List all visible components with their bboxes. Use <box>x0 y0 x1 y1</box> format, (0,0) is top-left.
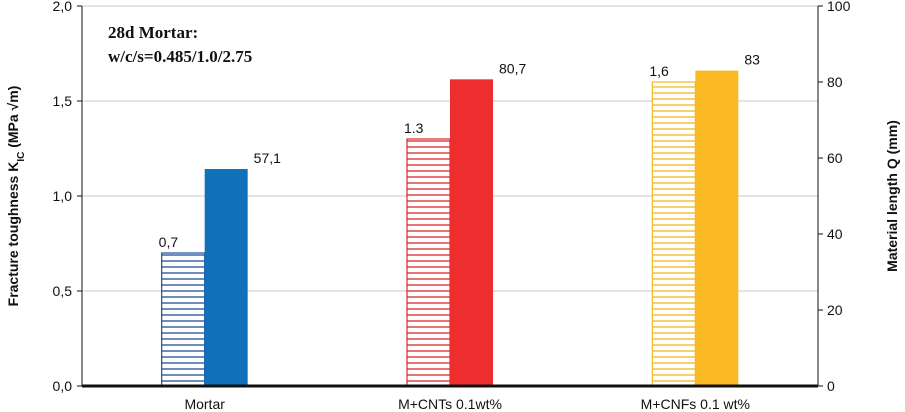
toughness-bar-2 <box>406 138 451 387</box>
right-tick-label: 100 <box>827 0 851 14</box>
right-tick-label: 40 <box>827 226 843 242</box>
category-label-2: M+CNTs 0.1wt% <box>398 396 502 412</box>
left-tick-label: 0,5 <box>53 283 73 299</box>
right-tick-label: 20 <box>827 302 843 318</box>
bars <box>161 70 739 387</box>
left-axis-title-subscript: IC <box>16 152 27 162</box>
annotation-line-1: 28d Mortar: <box>108 23 198 42</box>
length-bar-3 <box>695 70 739 386</box>
right-tick-label: 80 <box>827 74 843 90</box>
length-bar-2 <box>450 79 493 386</box>
length-value-label-3: 83 <box>744 52 760 68</box>
toughness-value-label-2: 1.3 <box>404 120 424 136</box>
right-tick-label: 0 <box>827 378 835 394</box>
toughness-value-label-1: 0,7 <box>159 234 179 250</box>
toughness-bar-3 <box>651 81 696 387</box>
length-value-label-2: 80,7 <box>499 60 526 76</box>
left-axis-title-unit: (MPa √m) <box>5 86 21 152</box>
category-label-1: Mortar <box>184 396 225 412</box>
right-tick-label: 60 <box>827 150 843 166</box>
annotation-line-2: w/c/s=0.485/1.0/2.75 <box>108 47 252 66</box>
left-tick-label: 1,0 <box>53 188 73 204</box>
labels: 0,0 0,5 1,0 1,5 2,0 0 20 40 60 80 100 0,7 57,1 Mortar… <box>53 0 851 412</box>
axes <box>77 5 823 388</box>
right-axis-title: Material length Q (mm) <box>884 120 900 272</box>
length-value-label-1: 57,1 <box>254 150 281 166</box>
category-label-3: M+CNFs 0.1 wt% <box>641 396 750 412</box>
left-axis-title: Fracture toughness KIC (MPa √m) <box>5 86 27 307</box>
left-axis-title-main: Fracture toughness K <box>5 162 21 307</box>
toughness-bar-1 <box>161 252 206 387</box>
left-tick-label: 1,5 <box>53 93 73 109</box>
length-bar-1 <box>204 169 248 386</box>
left-tick-label: 0,0 <box>53 378 73 394</box>
left-tick-label: 2,0 <box>53 0 73 14</box>
toughness-value-label-3: 1,6 <box>649 63 669 79</box>
